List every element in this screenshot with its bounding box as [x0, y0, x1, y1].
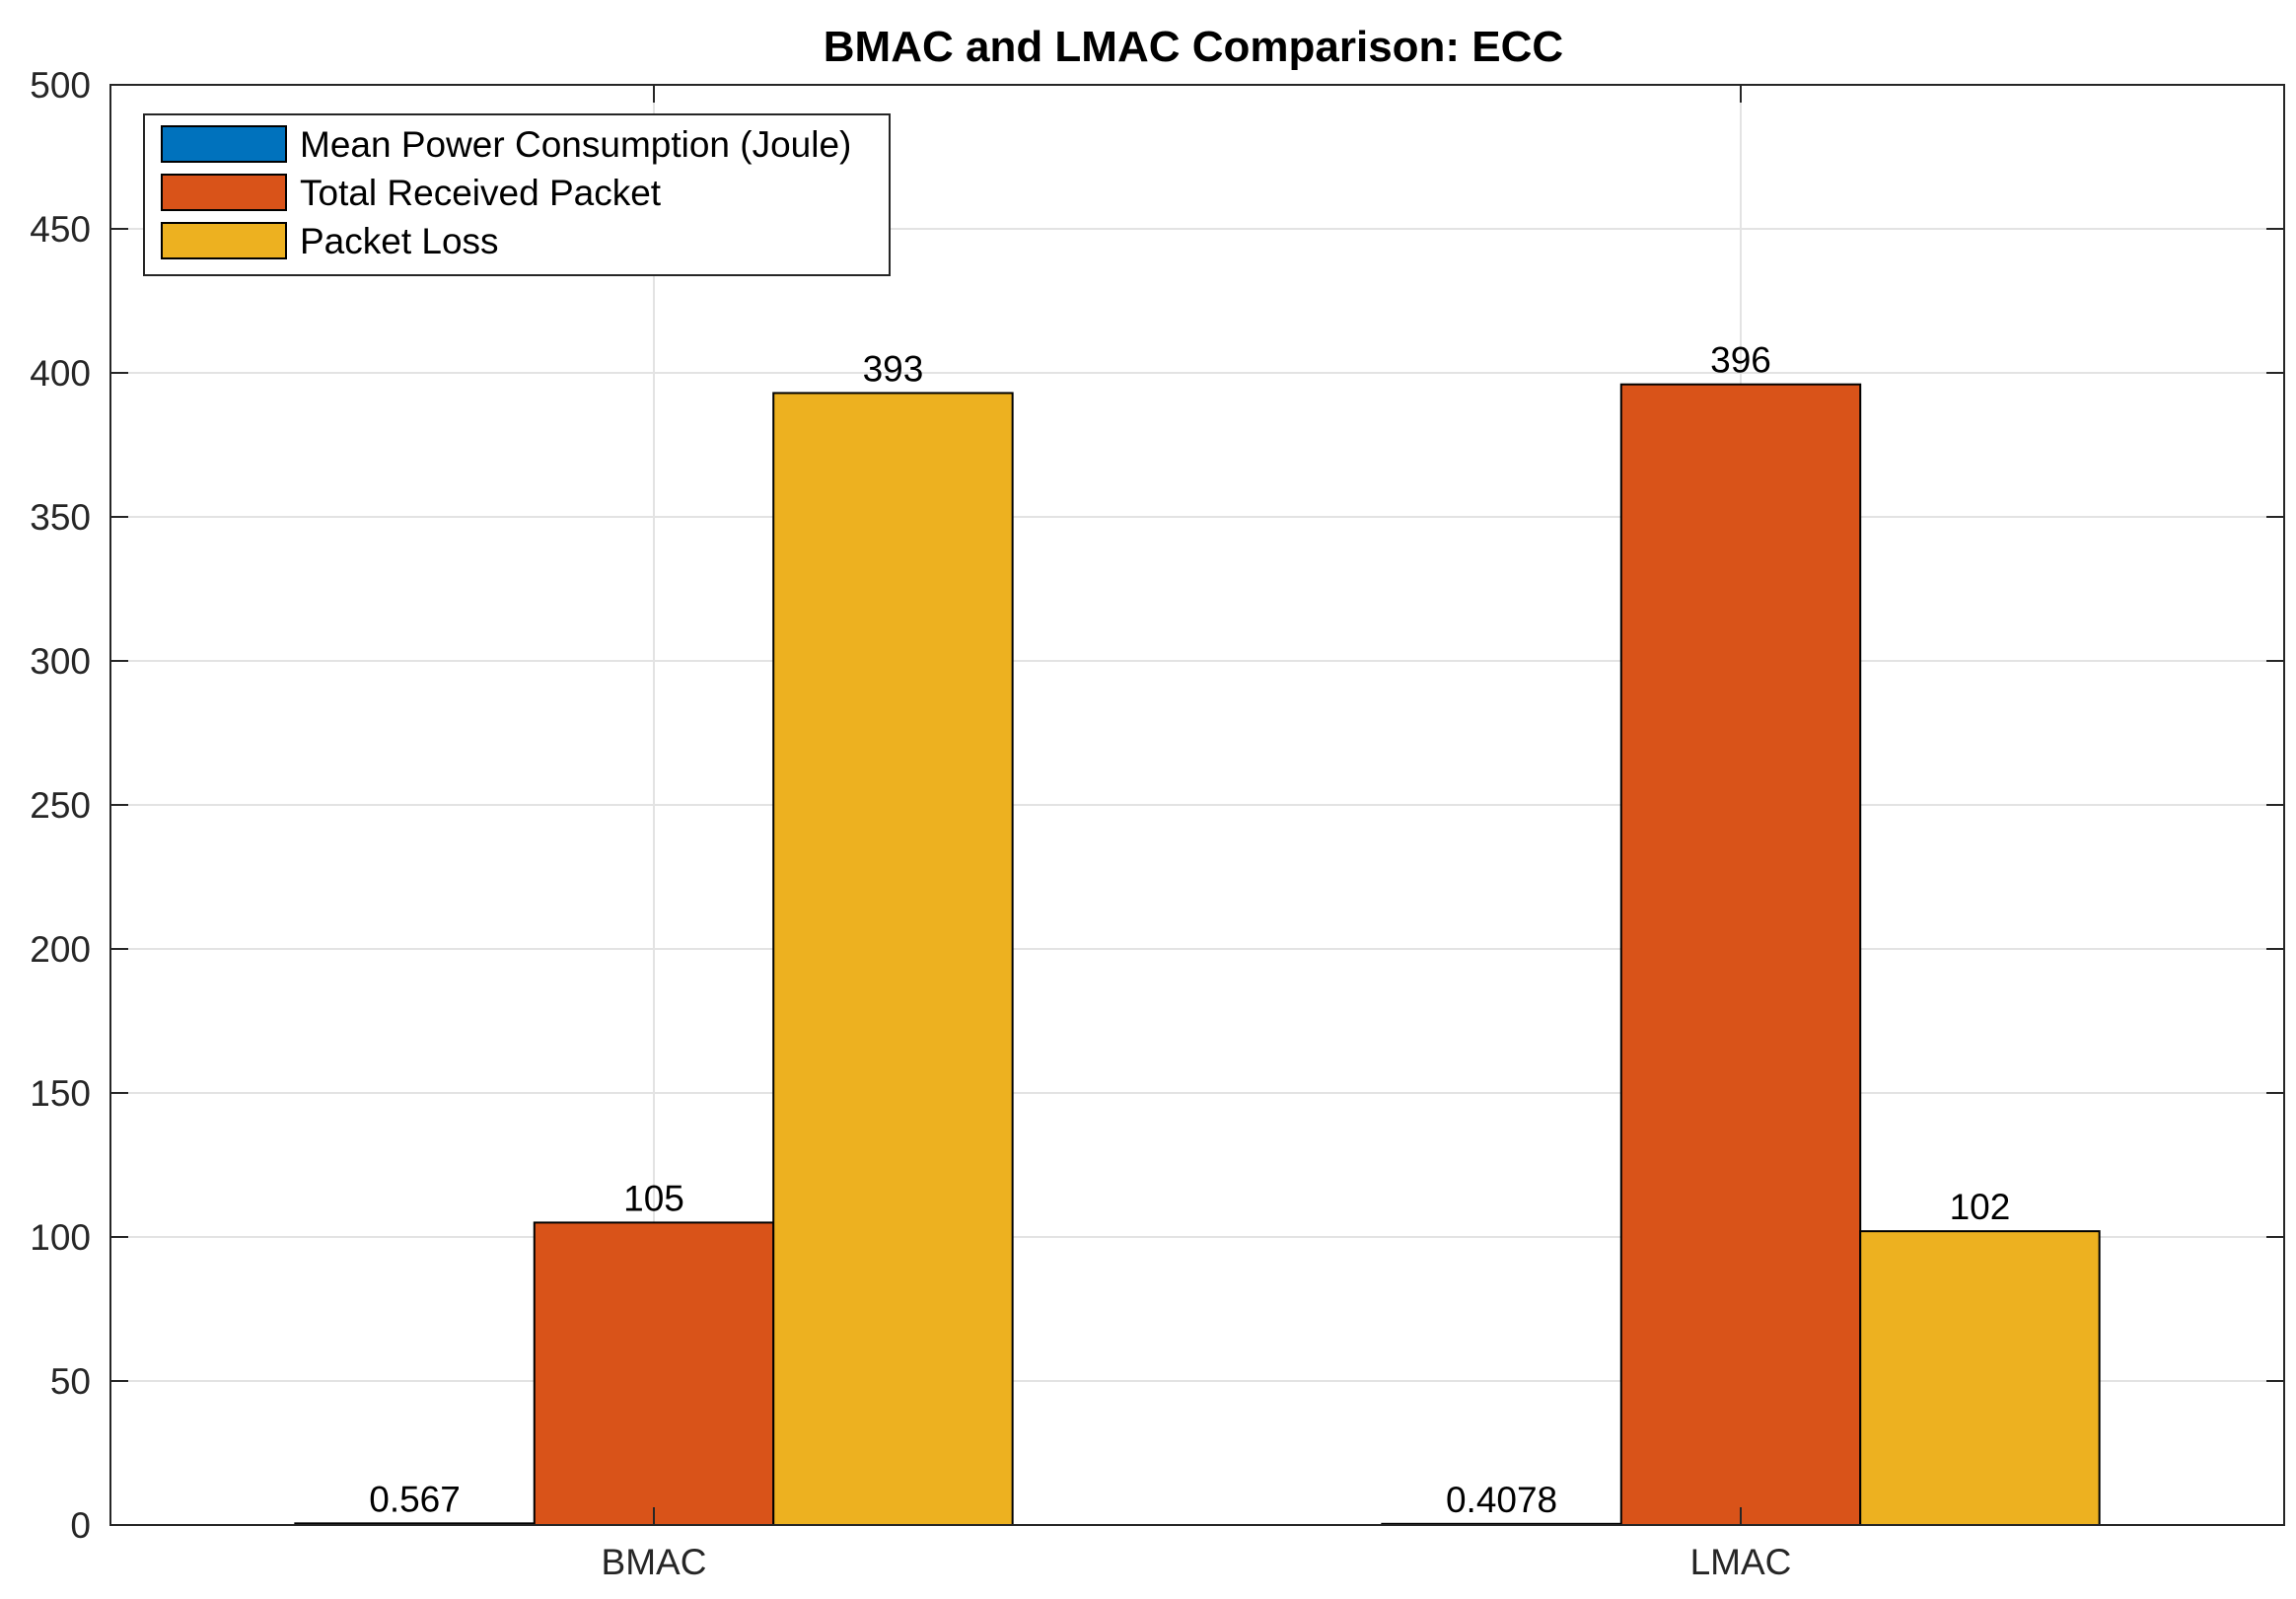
y-tick-label: 200: [30, 929, 91, 970]
data-label: 0.4078: [1446, 1480, 1557, 1520]
bars: [294, 383, 2101, 1527]
bar: [1859, 1230, 2101, 1527]
y-tick-label: 100: [30, 1217, 91, 1258]
y-tick-label: 350: [30, 497, 91, 538]
bar: [533, 1221, 775, 1527]
data-label: 396: [1710, 340, 1771, 381]
axis-ticks: 0 50 100 150 200 250 300 350 400 450 500 BMAC LMAC: [30, 65, 2284, 1582]
legend-swatch: [161, 222, 287, 259]
data-label: 393: [863, 348, 924, 389]
data-label: 105: [623, 1178, 684, 1218]
data-label: 102: [1950, 1187, 2011, 1227]
y-tick-label: 500: [30, 65, 91, 106]
y-tick-label: 250: [30, 785, 91, 826]
y-tick-label: 50: [50, 1361, 91, 1402]
y-tick-label: 450: [30, 209, 91, 250]
legend-label: Total Received Packet: [300, 173, 662, 213]
legend-label: Mean Power Consumption (Joule): [300, 124, 851, 165]
chart-title: BMAC and LMAC Comparison: ECC: [824, 23, 1563, 71]
legend-swatch: [161, 125, 287, 163]
bar: [772, 392, 1014, 1527]
y-tick-label: 400: [30, 353, 91, 394]
y-tick-label: 150: [30, 1073, 91, 1114]
legend-swatch: [161, 174, 287, 211]
x-tick-label: LMAC: [1690, 1542, 1792, 1582]
y-tick-label: 300: [30, 641, 91, 682]
bar: [1619, 383, 1862, 1526]
data-label: 0.567: [369, 1479, 461, 1519]
data-labels: 0.567 0.4078 105 396 393 102: [369, 340, 2010, 1520]
x-tick-label: BMAC: [602, 1542, 707, 1582]
legend: Mean Power Consumption (Joule) Total Rece…: [143, 113, 891, 276]
y-tick-label: 0: [70, 1505, 91, 1546]
legend-label: Packet Loss: [300, 221, 499, 261]
